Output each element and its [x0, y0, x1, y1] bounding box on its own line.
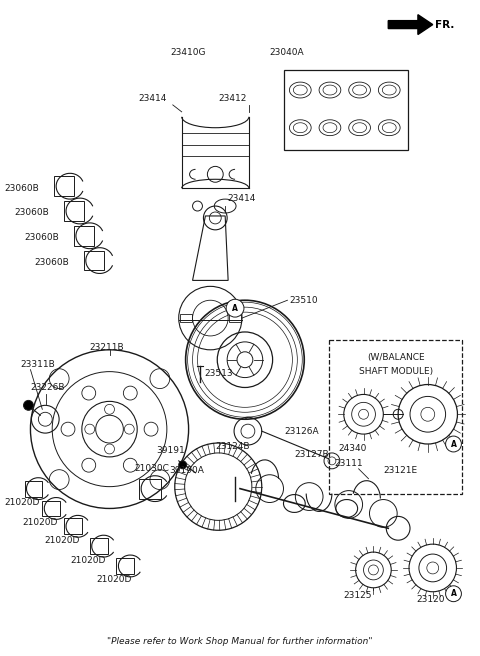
Bar — [24, 481, 42, 497]
Bar — [285, 70, 408, 150]
Bar — [54, 176, 74, 196]
Text: 23111: 23111 — [334, 459, 362, 468]
Text: 39191: 39191 — [156, 447, 185, 455]
Circle shape — [24, 400, 34, 410]
Bar — [64, 201, 84, 221]
Text: 23060B: 23060B — [14, 209, 49, 218]
Circle shape — [445, 436, 461, 452]
Bar — [90, 538, 108, 554]
Text: FR.: FR. — [435, 20, 454, 30]
Polygon shape — [388, 14, 433, 35]
Text: 23040A: 23040A — [270, 48, 304, 57]
Text: 23412: 23412 — [218, 94, 247, 104]
Text: 23060B: 23060B — [24, 234, 59, 242]
Text: SHAFT MODULE): SHAFT MODULE) — [359, 367, 433, 376]
Text: 23121E: 23121E — [384, 466, 418, 476]
Bar — [42, 501, 60, 516]
Bar — [117, 558, 134, 574]
Text: 21020D: 21020D — [5, 498, 40, 507]
Text: 21020D: 21020D — [44, 536, 80, 544]
Text: 23060B: 23060B — [35, 258, 69, 267]
Text: 23124B: 23124B — [216, 443, 250, 451]
Text: 23410G: 23410G — [171, 48, 206, 57]
Text: 39190A: 39190A — [169, 466, 204, 476]
Bar — [180, 314, 192, 322]
Text: (W/BALANCE: (W/BALANCE — [367, 353, 424, 362]
Text: 23311B: 23311B — [21, 360, 55, 369]
Text: 23510: 23510 — [289, 296, 318, 305]
Circle shape — [179, 461, 187, 469]
Text: 21020D: 21020D — [96, 575, 132, 584]
Text: 23211B: 23211B — [90, 343, 124, 352]
Bar — [229, 314, 241, 322]
Text: 21030C: 21030C — [134, 464, 169, 473]
Bar — [74, 226, 94, 246]
Text: 23125: 23125 — [344, 591, 372, 600]
Bar — [329, 340, 462, 493]
Text: 24340: 24340 — [339, 445, 367, 453]
Text: A: A — [451, 440, 456, 449]
Text: A: A — [232, 304, 238, 313]
Text: 21020D: 21020D — [23, 518, 58, 527]
Text: 23414: 23414 — [227, 194, 255, 203]
Text: 23414: 23414 — [138, 94, 167, 104]
Text: 23226B: 23226B — [30, 383, 65, 392]
Text: 23126A: 23126A — [285, 426, 319, 436]
Text: A: A — [451, 589, 456, 598]
Text: 23060B: 23060B — [5, 184, 39, 193]
Bar — [84, 251, 104, 270]
Text: "Please refer to Work Shop Manual for further information": "Please refer to Work Shop Manual for fu… — [107, 637, 373, 646]
Text: 23127B: 23127B — [294, 451, 329, 459]
Circle shape — [226, 299, 244, 317]
Circle shape — [445, 586, 461, 602]
Bar — [64, 518, 82, 534]
Text: 23513: 23513 — [204, 369, 233, 378]
Text: 23120: 23120 — [416, 595, 444, 604]
Text: 21020D: 21020D — [70, 556, 106, 565]
Bar — [139, 479, 161, 499]
